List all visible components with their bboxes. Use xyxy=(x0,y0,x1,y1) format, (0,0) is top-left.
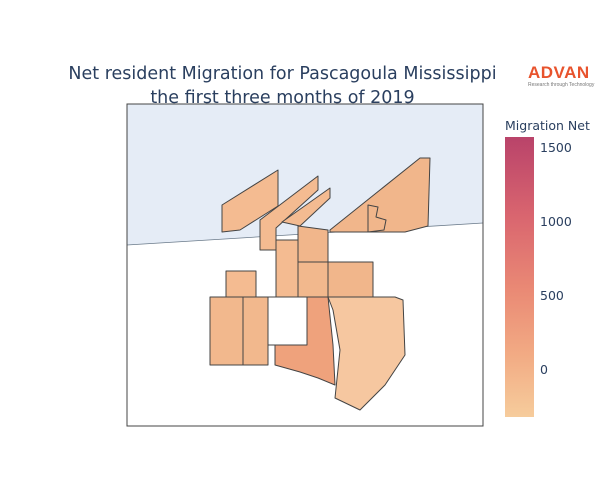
tract-east-mid[interactable] xyxy=(327,261,374,298)
tract-central-narrow[interactable] xyxy=(275,239,299,298)
tract-central-mid[interactable] xyxy=(297,261,329,298)
colorbar-tick-1500: 1500 xyxy=(540,140,572,155)
tract-far-west[interactable] xyxy=(209,296,244,366)
colorbar xyxy=(505,137,534,417)
logo-wordmark: ADVAN xyxy=(528,63,590,82)
tract-west[interactable] xyxy=(242,296,269,366)
map-frame xyxy=(126,103,484,427)
colorbar-title: Migration Net xyxy=(505,118,590,133)
tract-mid-pier-strip[interactable] xyxy=(281,187,331,227)
tract-no-data[interactable] xyxy=(267,296,308,346)
tract-south-east[interactable] xyxy=(327,296,406,411)
colorbar-tick-500: 500 xyxy=(540,288,564,303)
tract-east-shore-inner[interactable] xyxy=(367,204,387,233)
colorbar-tick-1000: 1000 xyxy=(540,214,572,229)
advan-logo: ADVAN Research through Technology xyxy=(528,64,596,89)
chart-title-line-1: Net resident Migration for Pascagoula Mi… xyxy=(68,64,497,84)
tract-south-central[interactable] xyxy=(274,296,336,386)
tract-west-pier[interactable] xyxy=(221,169,279,233)
logo-tagline: Research through Technology xyxy=(528,82,595,88)
tract-east-shore[interactable] xyxy=(329,157,431,233)
colorbar-tick-0: 0 xyxy=(540,362,548,377)
tract-central-north[interactable] xyxy=(297,225,329,263)
chart-title-line-2: the first three months of 2019 xyxy=(150,88,415,108)
tract-west-small[interactable] xyxy=(225,270,257,298)
tract-mid-pier[interactable] xyxy=(259,175,319,251)
